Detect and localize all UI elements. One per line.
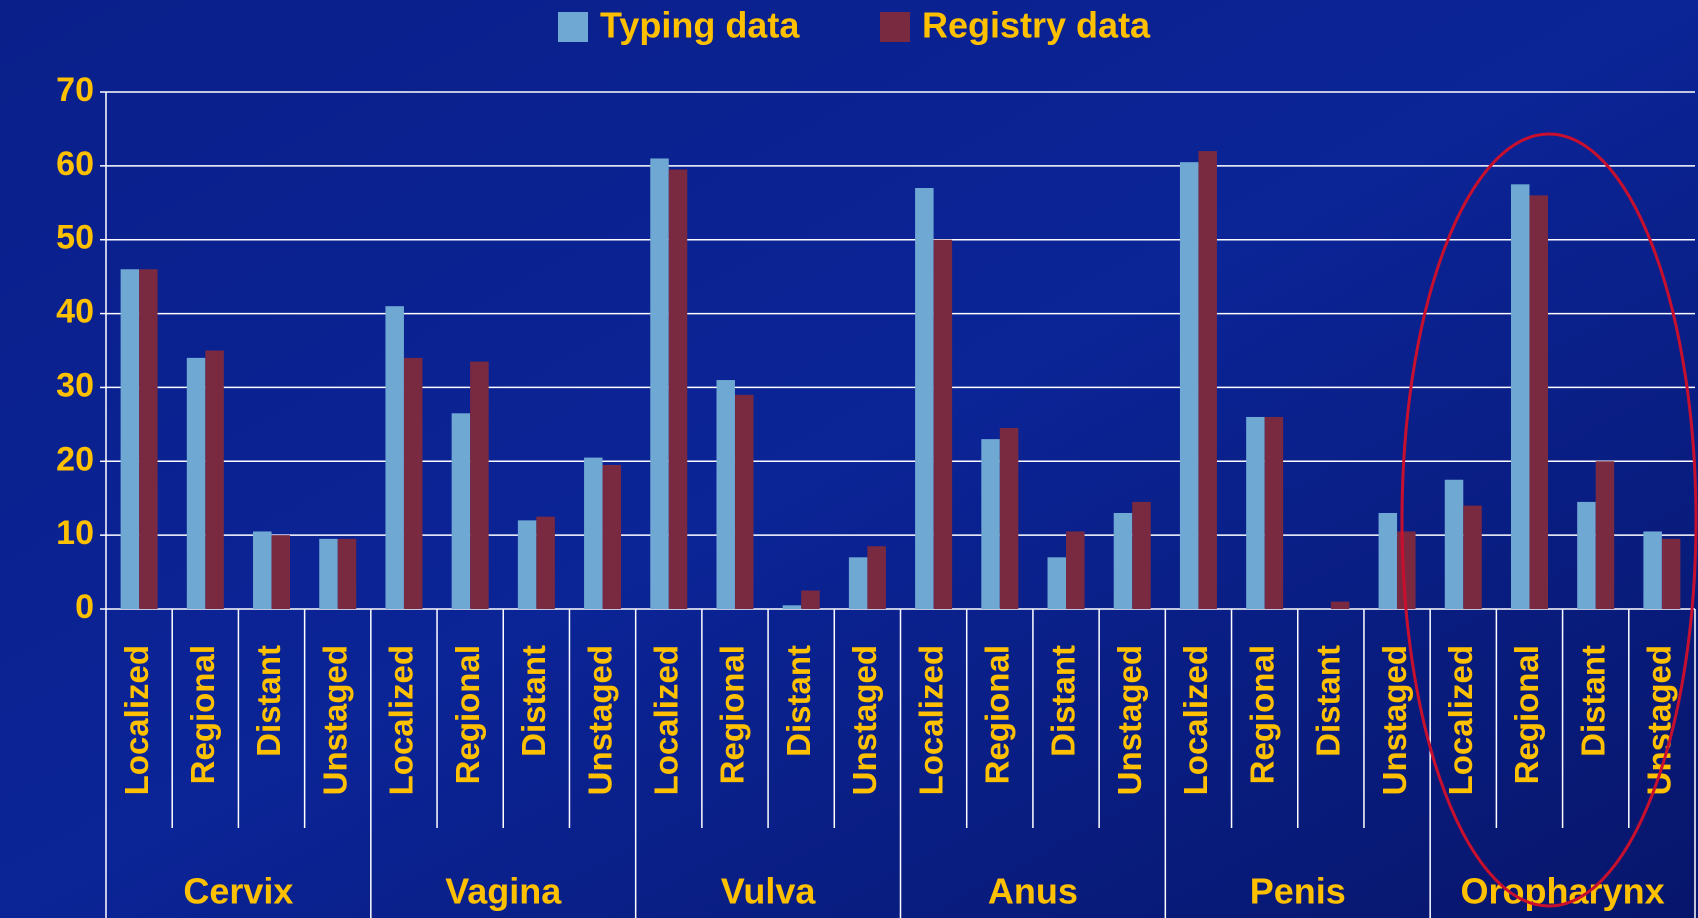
bar <box>271 535 291 609</box>
bar <box>1577 501 1596 609</box>
y-tick-label: 30 <box>56 366 94 404</box>
x-tick-label: Unstaged <box>316 645 353 795</box>
bar <box>999 428 1019 609</box>
x-tick-label: Regional <box>449 645 486 784</box>
legend-label: Registry data <box>922 5 1151 46</box>
bar <box>1529 195 1548 609</box>
y-tick-label: 50 <box>56 219 94 257</box>
x-tick-label: Distant <box>1310 645 1347 757</box>
bar <box>602 464 622 609</box>
x-tick-label: Unstaged <box>1111 645 1148 795</box>
y-tick-label: 70 <box>56 71 94 109</box>
bar <box>1047 557 1067 609</box>
x-tick-label: Regional <box>714 645 751 784</box>
bar <box>205 350 224 609</box>
bar <box>1113 512 1133 609</box>
bar <box>1198 151 1217 610</box>
y-tick-label: 40 <box>56 293 94 331</box>
bar <box>1264 416 1284 609</box>
group-label: Vagina <box>445 871 562 912</box>
bar <box>584 457 603 609</box>
bar <box>867 546 886 609</box>
bar <box>1510 184 1530 610</box>
bar <box>1246 416 1265 609</box>
x-tick-label: Localized <box>118 645 155 795</box>
bar <box>403 357 423 609</box>
bar <box>1595 461 1615 609</box>
bar <box>1463 505 1482 609</box>
bar <box>1661 538 1681 609</box>
bar <box>1444 479 1464 609</box>
highlight-ellipse <box>1400 132 1698 908</box>
x-tick-label: Distant <box>780 645 817 757</box>
bar <box>1179 162 1199 609</box>
x-tick-label: Distant <box>1574 645 1611 757</box>
bar <box>933 239 953 609</box>
y-tick-label: 20 <box>56 440 94 478</box>
legend-swatch <box>880 12 910 42</box>
y-tick-label: 0 <box>75 588 94 626</box>
y-tick-label: 10 <box>56 514 94 552</box>
bar <box>337 538 357 609</box>
x-tick-label: Distant <box>515 645 552 757</box>
bar <box>1066 531 1085 609</box>
bar <box>1330 601 1350 609</box>
bar <box>517 520 537 609</box>
bar <box>470 361 489 609</box>
bar <box>1378 512 1398 609</box>
x-tick-label: Localized <box>383 645 420 795</box>
x-tick-label: Unstaged <box>581 645 618 795</box>
bar <box>253 531 272 609</box>
x-tick-label: Regional <box>1243 645 1280 784</box>
x-tick-label: Regional <box>1508 645 1545 784</box>
bar <box>385 306 404 609</box>
x-tick-label: Localized <box>647 645 684 795</box>
bar <box>319 538 338 609</box>
x-tick-label: Unstaged <box>846 645 883 795</box>
bar <box>981 439 1000 609</box>
bar <box>139 269 158 609</box>
group-label: Anus <box>988 871 1078 912</box>
x-tick-label: Regional <box>979 645 1016 784</box>
x-tick-label: Localized <box>1442 645 1479 795</box>
bar <box>186 357 206 609</box>
group-label: Vulva <box>721 871 817 912</box>
bar <box>716 380 735 609</box>
y-tick-label: 60 <box>56 145 94 183</box>
bar <box>782 605 802 609</box>
bar <box>668 169 688 610</box>
x-tick-label: Unstaged <box>1641 645 1678 795</box>
x-tick-label: Unstaged <box>1376 645 1413 795</box>
x-tick-label: Regional <box>184 645 221 784</box>
bar <box>915 188 934 609</box>
legend-swatch <box>558 12 588 42</box>
bar <box>1132 501 1151 609</box>
bar <box>451 413 471 609</box>
bar <box>1643 531 1662 609</box>
group-label: Cervix <box>183 871 293 912</box>
x-tick-label: Localized <box>1177 645 1214 795</box>
bar <box>120 269 140 609</box>
x-tick-label: Localized <box>912 645 949 795</box>
bar <box>536 516 555 609</box>
bar <box>801 590 820 609</box>
legend-label: Typing data <box>600 5 800 46</box>
bar <box>734 394 754 609</box>
group-label: Penis <box>1250 871 1346 912</box>
bar <box>848 557 868 609</box>
x-tick-label: Distant <box>1045 645 1082 757</box>
x-tick-label: Distant <box>250 645 287 757</box>
bar <box>650 158 669 609</box>
